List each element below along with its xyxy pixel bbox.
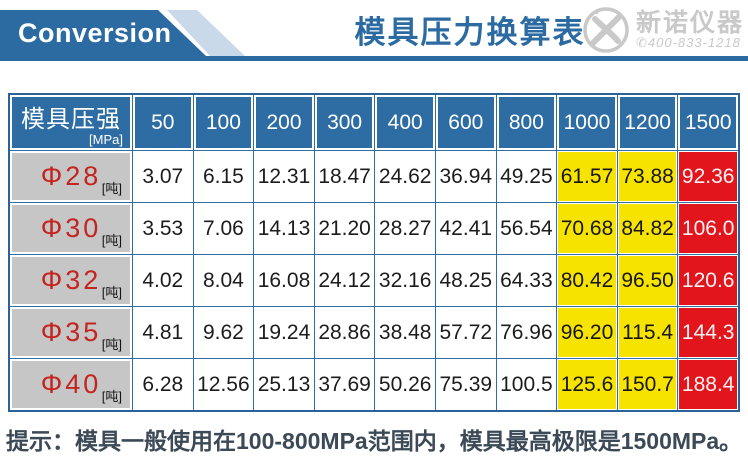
- logo-phone-number: ✆400-833-1218: [635, 35, 741, 51]
- value-cell: 24.12: [314, 255, 375, 306]
- value-cell: 24.62: [375, 151, 435, 202]
- value-cell: 100.5: [496, 359, 557, 410]
- value-cell: 28.27: [375, 203, 435, 254]
- value-cell: 50.26: [375, 359, 435, 410]
- value-cell: 76.96: [496, 307, 557, 358]
- value-cell: 75.39: [435, 359, 496, 410]
- column-header: 800: [496, 95, 557, 150]
- value-cell-danger: 188.4: [678, 359, 738, 410]
- value-cell: 6.15: [193, 151, 254, 202]
- value-cell-warning: 84.82: [617, 203, 678, 254]
- column-header: 400: [375, 95, 435, 150]
- column-header: 200: [254, 95, 314, 150]
- value-cell: 3.53: [133, 203, 193, 254]
- value-cell: 12.31: [254, 151, 314, 202]
- value-cell: 4.81: [133, 307, 193, 358]
- column-header: 300: [314, 95, 375, 150]
- value-cell-warning: 115.4: [617, 307, 678, 358]
- pressure-conversion-table: 模具压强 [MPa] 50 100 200 300 400 600 800 10…: [8, 93, 740, 412]
- value-cell: 56.54: [496, 203, 557, 254]
- diameter-label: Φ32: [40, 265, 102, 295]
- corner-unit: [MPa]: [89, 131, 123, 147]
- value-cell-warning: 96.20: [557, 307, 617, 358]
- value-cell: 21.20: [314, 203, 375, 254]
- header-divider: [0, 56, 748, 61]
- value-cell: 9.62: [193, 307, 254, 358]
- value-cell: 4.02: [133, 255, 193, 306]
- value-cell-warning: 80.42: [557, 255, 617, 306]
- value-cell: 14.13: [254, 203, 314, 254]
- value-cell: 12.56: [193, 359, 254, 410]
- value-cell-danger: 120.6: [678, 255, 738, 306]
- value-cell-warning: 125.6: [557, 359, 617, 410]
- row-label-cell: Φ28 [吨]: [10, 151, 132, 202]
- value-cell-warning: 70.68: [557, 203, 617, 254]
- banner-label: Conversion: [18, 17, 172, 48]
- page-title: 模具压力换算表: [354, 15, 586, 50]
- logo-text: 新诺仪器 ✆400-833-1218: [636, 10, 744, 50]
- value-cell: 48.25: [435, 255, 496, 306]
- diameter-label: Φ28: [40, 161, 102, 191]
- value-cell-warning: 61.57: [557, 151, 617, 202]
- diameter-label: Φ30: [40, 213, 102, 243]
- value-cell-danger: 144.3: [678, 307, 738, 358]
- value-cell: 7.06: [193, 203, 254, 254]
- xn-logo-icon: [583, 7, 629, 53]
- row-label-cell: Φ40 [吨]: [10, 359, 132, 410]
- column-header: 600: [435, 95, 496, 150]
- value-cell: 42.41: [435, 203, 496, 254]
- corner-header-cell: 模具压强 [MPa]: [10, 95, 132, 150]
- value-cell: 36.94: [435, 151, 496, 202]
- column-header: 1000: [557, 95, 617, 150]
- logo-brand-name: 新诺仪器: [635, 9, 744, 38]
- row-label-cell: Φ35 [吨]: [10, 307, 132, 358]
- value-cell: 32.16: [375, 255, 435, 306]
- row-label-cell: Φ32 [吨]: [10, 255, 132, 306]
- column-header: 1200: [617, 95, 678, 150]
- row-unit: [吨]: [101, 389, 122, 404]
- row-label-cell: Φ30 [吨]: [10, 203, 132, 254]
- value-cell-danger: 106.0: [678, 203, 738, 254]
- row-unit: [吨]: [101, 337, 122, 352]
- value-cell: 18.47: [314, 151, 375, 202]
- value-cell: 57.72: [435, 307, 496, 358]
- usage-note: 提示：模具一般使用在100-800MPa范围内，模具最高极限是1500MPa。: [6, 428, 743, 454]
- value-cell: 37.69: [314, 359, 375, 410]
- value-cell: 49.25: [496, 151, 557, 202]
- brand-logo: 新诺仪器 ✆400-833-1218: [582, 6, 744, 54]
- row-unit: [吨]: [101, 233, 122, 248]
- value-cell-warning: 150.7: [617, 359, 678, 410]
- column-header: 50: [133, 95, 193, 150]
- value-cell: 6.28: [133, 359, 193, 410]
- row-unit: [吨]: [101, 285, 122, 300]
- diameter-label: Φ40: [40, 369, 102, 399]
- value-cell-warning: 96.50: [617, 255, 678, 306]
- value-cell: 19.24: [254, 307, 314, 358]
- value-cell: 3.07: [133, 151, 193, 202]
- value-cell: 25.13: [254, 359, 314, 410]
- diameter-label: Φ35: [40, 317, 102, 347]
- column-header: 1500: [678, 95, 738, 150]
- column-header: 100: [193, 95, 254, 150]
- value-cell-warning: 73.88: [617, 151, 678, 202]
- value-cell: 38.48: [375, 307, 435, 358]
- value-cell: 28.86: [314, 307, 375, 358]
- value-cell-danger: 92.36: [678, 151, 738, 202]
- value-cell: 8.04: [193, 255, 254, 306]
- corner-label: 模具压强: [21, 105, 121, 133]
- row-unit: [吨]: [101, 181, 122, 196]
- value-cell: 16.08: [254, 255, 314, 306]
- value-cell: 64.33: [496, 255, 557, 306]
